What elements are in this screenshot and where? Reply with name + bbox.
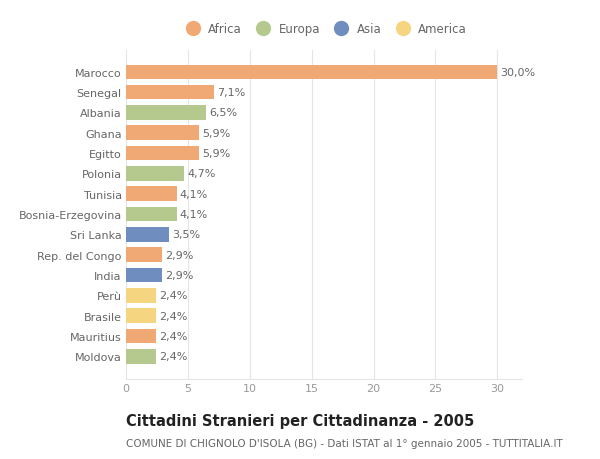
Text: 2,4%: 2,4% [159, 311, 187, 321]
Text: 2,4%: 2,4% [159, 352, 187, 361]
Text: 3,5%: 3,5% [172, 230, 200, 240]
Text: 6,5%: 6,5% [209, 108, 238, 118]
Bar [126, 268, 162, 283]
Text: Cittadini Stranieri per Cittadinanza - 2005: Cittadini Stranieri per Cittadinanza - 2… [126, 413, 474, 428]
Bar [126, 167, 184, 181]
Bar [126, 329, 156, 343]
Text: COMUNE DI CHIGNOLO D'ISOLA (BG) - Dati ISTAT al 1° gennaio 2005 - TUTTITALIA.IT: COMUNE DI CHIGNOLO D'ISOLA (BG) - Dati I… [126, 438, 563, 448]
Bar [126, 349, 156, 364]
Text: 2,4%: 2,4% [159, 331, 187, 341]
Bar [126, 65, 497, 80]
Text: 2,9%: 2,9% [165, 250, 193, 260]
Bar [126, 126, 199, 141]
Bar [126, 86, 214, 100]
Bar [126, 248, 162, 263]
Legend: Africa, Europa, Asia, America: Africa, Europa, Asia, America [176, 19, 472, 41]
Text: 2,9%: 2,9% [165, 270, 193, 280]
Text: 5,9%: 5,9% [202, 129, 230, 139]
Text: 7,1%: 7,1% [217, 88, 245, 98]
Bar [126, 106, 206, 121]
Text: 30,0%: 30,0% [500, 68, 535, 78]
Bar [126, 288, 156, 303]
Bar [126, 187, 177, 202]
Bar [126, 146, 199, 161]
Text: 4,7%: 4,7% [187, 169, 215, 179]
Text: 2,4%: 2,4% [159, 291, 187, 301]
Text: 5,9%: 5,9% [202, 149, 230, 159]
Bar [126, 207, 177, 222]
Bar [126, 228, 169, 242]
Bar [126, 308, 156, 323]
Text: 4,1%: 4,1% [180, 189, 208, 199]
Text: 4,1%: 4,1% [180, 210, 208, 219]
